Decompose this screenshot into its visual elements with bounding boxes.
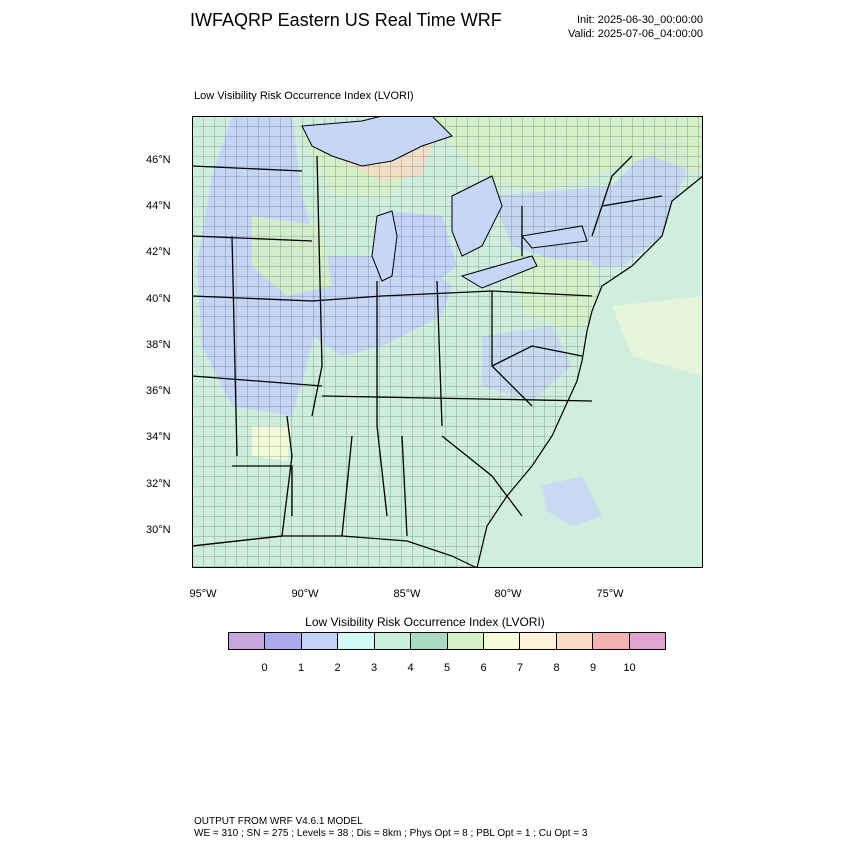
model-info-footer: OUTPUT FROM WRF V4.6.1 MODEL WE = 310 ; … xyxy=(194,816,587,840)
colorbar-swatch xyxy=(629,633,666,649)
colorbar-tick-label: 3 xyxy=(370,662,378,674)
lake-superior xyxy=(301,116,453,167)
model-config: WE = 310 ; SN = 275 ; Levels = 38 ; Dis … xyxy=(194,828,588,839)
colorbar xyxy=(228,632,666,650)
colorbar-swatch xyxy=(374,633,412,649)
run-time-info: Init: 2025-06-30_00:00:00 Valid: 2025-07… xyxy=(568,13,703,41)
colorbar-tick-label: 2 xyxy=(334,662,341,674)
lake-michigan xyxy=(371,210,398,282)
lat-label: 38°N xyxy=(146,339,171,351)
gulf-coastline xyxy=(192,535,478,568)
colorbar-swatch xyxy=(520,633,557,649)
atlantic-coastline xyxy=(476,175,703,568)
colorbar-swatch xyxy=(483,633,521,649)
colorbar-tick-label: 0 xyxy=(261,662,268,674)
ocean-highland-east xyxy=(612,296,703,376)
panel-title: Low Visibility Risk Occurrence Index (LV… xyxy=(194,90,414,102)
colorbar-swatch xyxy=(338,633,375,649)
lake-ontario xyxy=(521,225,588,249)
map-plot xyxy=(192,116,703,568)
lat-label: 40°N xyxy=(146,293,171,305)
model-version: OUTPUT FROM WRF V4.6.1 MODEL xyxy=(194,816,363,827)
colorbar-tick-label: 6 xyxy=(480,662,487,674)
lon-label: 90°W xyxy=(291,588,319,600)
colorbar-swatch xyxy=(447,633,484,649)
lat-label: 30°N xyxy=(146,524,171,536)
colorbar-swatch xyxy=(229,633,266,649)
colorbar-swatch xyxy=(556,633,594,649)
lat-label: 36°N xyxy=(146,385,171,397)
lon-label: 80°W xyxy=(494,588,522,600)
lat-label: 44°N xyxy=(146,200,171,212)
lat-label: 42°N xyxy=(146,246,171,258)
colorbar-tick-label: 9 xyxy=(589,662,597,674)
colorbar-tick-label: 8 xyxy=(553,662,560,674)
colorbar-tick-label: 10 xyxy=(623,662,636,674)
lat-label: 46°N xyxy=(146,154,171,166)
colorbar-tick-label: 5 xyxy=(443,662,451,674)
map-border xyxy=(192,116,703,568)
colorbar-swatch xyxy=(265,633,302,649)
ocean-cloud-patch xyxy=(542,476,602,526)
colorbar-tick-label: 7 xyxy=(516,662,524,674)
colorbar-tick-label: 4 xyxy=(407,662,414,674)
init-time: Init: 2025-06-30_00:00:00 xyxy=(577,14,703,26)
colorbar-tick-label: 1 xyxy=(297,662,305,674)
lon-label: 85°W xyxy=(393,588,421,600)
colorbar-title: Low Visibility Risk Occurrence Index (LV… xyxy=(305,615,545,629)
lake-huron xyxy=(451,175,503,257)
lon-label: 95°W xyxy=(189,588,217,600)
chart-title: IWFAQRP Eastern US Real Time WRF xyxy=(190,10,502,30)
colorbar-swatch xyxy=(593,633,630,649)
colorbar-swatch xyxy=(411,633,448,649)
lat-label: 32°N xyxy=(146,478,171,490)
lake-erie xyxy=(460,255,538,289)
colorbar-swatch xyxy=(301,633,339,649)
lat-label: 34°N xyxy=(146,431,171,443)
lon-label: 75°W xyxy=(596,588,624,600)
valid-time: Valid: 2025-07-06_04:00:00 xyxy=(568,28,703,40)
